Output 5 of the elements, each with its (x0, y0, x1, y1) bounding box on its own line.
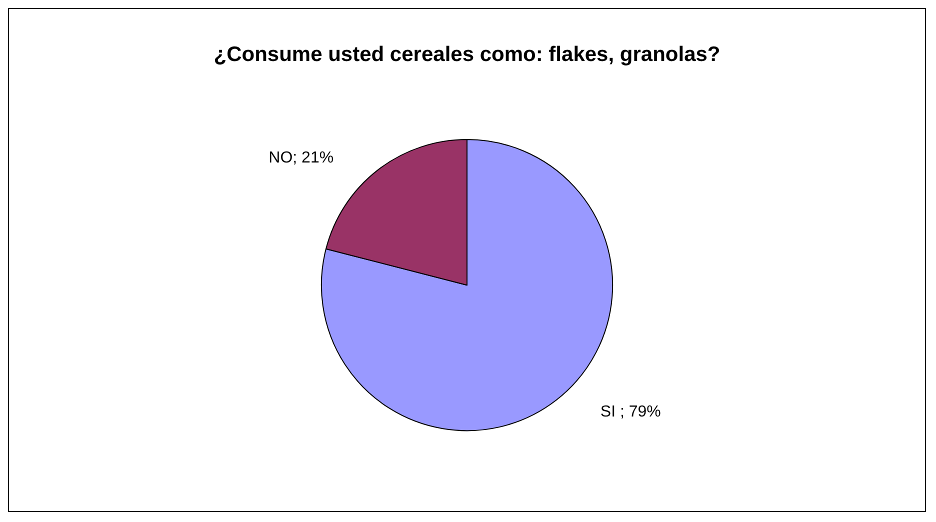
slice-label: NO (268, 150, 293, 167)
data-label: ; 21% (292, 150, 334, 167)
data-label: ; 79% (620, 403, 661, 420)
chart-title: ¿Consume usted cereales como: flakes, granolas? (214, 43, 720, 66)
slice-label: SI (600, 403, 620, 420)
